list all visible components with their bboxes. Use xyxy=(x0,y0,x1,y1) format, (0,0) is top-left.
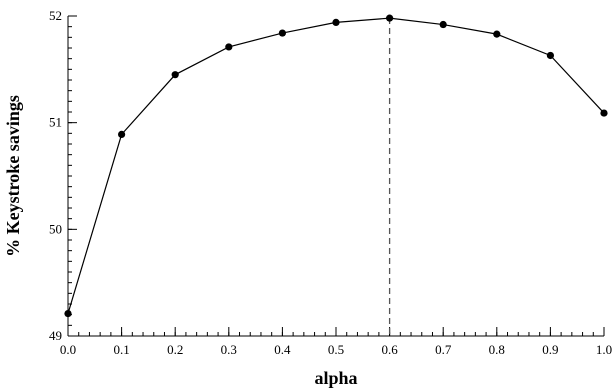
y-tick-label: 51 xyxy=(49,115,62,130)
x-tick-label: 0.8 xyxy=(489,342,505,357)
y-tick-label: 49 xyxy=(49,328,62,343)
data-point xyxy=(600,109,608,117)
data-point xyxy=(493,30,501,38)
data-point xyxy=(171,71,179,79)
series-group xyxy=(64,14,608,318)
data-point xyxy=(332,18,340,26)
y-axis-title: % Keystroke savings xyxy=(3,95,23,257)
series-line xyxy=(67,17,605,314)
x-tick-label: 0.2 xyxy=(167,342,183,357)
y-tick-label: 50 xyxy=(49,221,62,236)
x-tick-label: 0.6 xyxy=(381,342,398,357)
data-point xyxy=(278,29,286,37)
data-point xyxy=(546,51,555,60)
x-tick-labels: 0.0 0.1 0.2 0.3 0.4 0.5 0.6 0.7 0.8 0.9 1.0 xyxy=(60,342,612,357)
x-tick-label: 0.4 xyxy=(274,342,291,357)
x-tick-label: 0.3 xyxy=(221,342,237,357)
x-tick-label: 1.0 xyxy=(596,342,612,357)
data-point xyxy=(64,310,72,318)
data-point xyxy=(386,14,394,22)
x-axis-title: alpha xyxy=(314,368,357,388)
major-ticks xyxy=(67,15,605,337)
x-tick-label: 0.9 xyxy=(542,342,558,357)
data-point xyxy=(439,20,447,29)
minor-ticks xyxy=(67,15,605,337)
x-tick-label: 0.5 xyxy=(328,342,344,357)
y-tick-labels: 49 50 51 52 xyxy=(49,8,62,343)
x-tick-label: 0.1 xyxy=(113,342,129,357)
x-tick-label: 0.0 xyxy=(60,342,76,357)
y-tick-label: 52 xyxy=(49,8,62,23)
data-point xyxy=(118,130,126,138)
data-point xyxy=(225,43,233,51)
x-tick-label: 0.7 xyxy=(435,342,452,357)
